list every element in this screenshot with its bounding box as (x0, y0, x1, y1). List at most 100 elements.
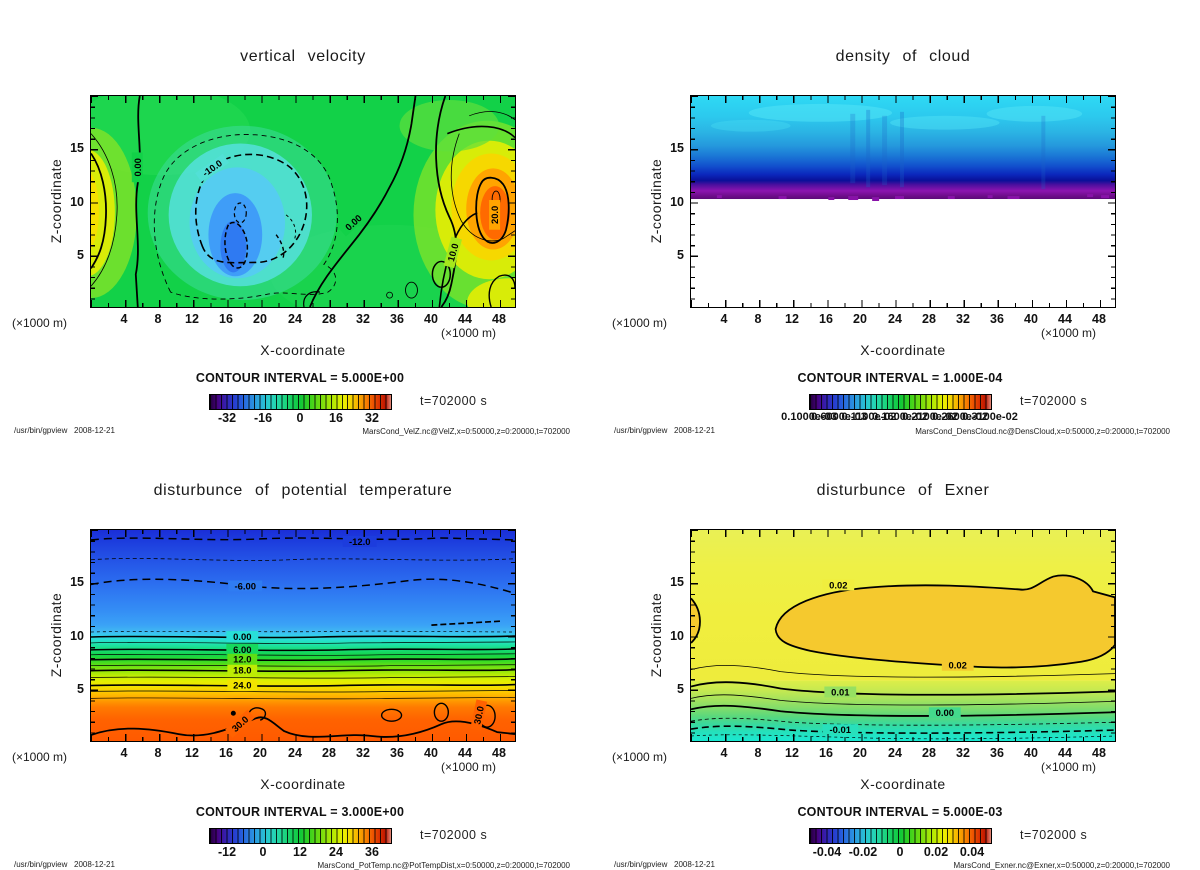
x-tick-label: 28 (322, 746, 336, 760)
svg-text:0.00: 0.00 (936, 707, 954, 718)
x-tick-label: 16 (819, 312, 833, 326)
colorbar-tick-label: 0 (896, 845, 904, 859)
x-tick-label: 24 (888, 746, 902, 760)
time-label: t=702000 s (420, 828, 488, 842)
svg-text:18.0: 18.0 (233, 665, 251, 676)
contour-label: 18.0 (227, 665, 258, 676)
x-tick-label: 12 (185, 312, 199, 326)
panel-title: disturbunce of Exner (816, 482, 990, 499)
y-axis-ticks-right (508, 530, 515, 741)
x-tick-label: 48 (492, 746, 506, 760)
panel-title: vertical velocity (240, 48, 366, 65)
svg-text:-12.0: -12.0 (349, 536, 371, 547)
colorbar-tick-label: 0 (259, 845, 267, 859)
x-tick-label: 16 (219, 746, 233, 760)
colorbar-tick-label: -0.02 (848, 845, 878, 859)
x-tick-label: 36 (390, 312, 404, 326)
colorbar-tick-label: -32 (217, 411, 237, 425)
x-tick-label: 48 (1092, 312, 1106, 326)
x-axis-label: X-coordinate (860, 342, 946, 358)
footer-command: /usr/bin/gpview 2008-12-21 (614, 860, 715, 869)
x-axis-ticks-bottom (91, 734, 515, 741)
x-tick-label: 20 (253, 312, 267, 326)
x-tick-label: 20 (253, 746, 267, 760)
panel-potential-temperature: disturbunce of potential temperature Z-c… (0, 434, 600, 870)
colorbar-tick-label: 0.2100e-02 (902, 411, 958, 423)
svg-text:30.0: 30.0 (471, 705, 486, 725)
x-unit-label-right: (×1000 m) (1041, 326, 1097, 340)
x-tick-label: 40 (424, 312, 438, 326)
x-axis-ticks-top (91, 96, 515, 103)
colorbar (209, 394, 392, 410)
contour-label: 12.0 (227, 654, 258, 665)
x-tick-label: 24 (288, 312, 302, 326)
svg-text:0.02: 0.02 (949, 660, 967, 671)
contour-plot-velz: 0.00 -10.0 0.00 20.0 10.0 (91, 96, 515, 307)
footer-command: /usr/bin/gpview 2008-12-21 (14, 860, 115, 869)
x-tick-label: 24 (288, 746, 302, 760)
x-tick-label: 40 (424, 746, 438, 760)
x-unit-label-right: (×1000 m) (1041, 760, 1097, 774)
x-unit-label-left: (×1000 m) (612, 750, 668, 764)
footer-source: MarsCond_VelZ.nc@VelZ,x=0:50000,z=0:2000… (362, 427, 570, 436)
y-tick-label: 5 (677, 682, 684, 696)
x-axis-ticks-top (691, 96, 1115, 103)
panel-exner: disturbunce of Exner Z-coordinate 15 10 … (600, 434, 1200, 870)
x-tick-label: 36 (390, 746, 404, 760)
y-axis-ticks-right (1108, 96, 1115, 307)
time-label: t=702000 s (1020, 828, 1088, 842)
footer-command: /usr/bin/gpview 2008-12-21 (614, 426, 715, 435)
x-tick-label: 8 (154, 312, 162, 326)
footer-source: MarsCond_Exner.nc@Exner,x=0:50000,z=0:20… (953, 861, 1171, 870)
colorbar-tick-label: 12 (293, 845, 307, 859)
x-tick-label: 36 (990, 312, 1004, 326)
x-axis-ticks-top (691, 530, 1115, 537)
panel-density-of-cloud: density of cloud Z-coordinate 15 10 5 (600, 0, 1200, 436)
svg-text:-6.00: -6.00 (235, 580, 257, 591)
svg-text:6.00: 6.00 (233, 644, 251, 655)
x-unit-label-left: (×1000 m) (12, 316, 68, 330)
time-label: t=702000 s (1020, 394, 1088, 408)
colorbar-tick-label: 16 (329, 411, 343, 425)
colorbar-tick-label: -12 (217, 845, 237, 859)
x-tick-label: 8 (154, 746, 162, 760)
x-tick-label: 28 (922, 312, 936, 326)
colorbar (209, 828, 392, 844)
x-tick-label: 12 (785, 312, 799, 326)
contour-interval-text: CONTOUR INTERVAL = 1.000E-04 (797, 371, 1003, 385)
contour-label: 30.0 (470, 699, 488, 731)
y-tick-label: 15 (70, 141, 84, 155)
y-axis-ticks-right (1108, 530, 1115, 741)
colorbar-tick-label: 0.02 (923, 845, 949, 859)
x-tick-label: 4 (120, 312, 128, 326)
y-axis-ticks-left (91, 96, 98, 307)
y-tick-label: 5 (77, 682, 84, 696)
plot-area-density-of-cloud (690, 95, 1116, 308)
x-tick-label: 44 (1058, 312, 1072, 326)
svg-text:0.00: 0.00 (233, 631, 251, 642)
x-tick-label: 32 (956, 746, 970, 760)
x-tick-label: 4 (720, 746, 728, 760)
x-axis-label: X-coordinate (260, 342, 346, 358)
x-tick-label: 32 (356, 746, 370, 760)
colorbar-tick-label: 36 (365, 845, 379, 859)
x-unit-label-right: (×1000 m) (441, 326, 497, 340)
colorbar (809, 394, 992, 410)
y-axis-ticks-right (508, 96, 515, 307)
contour-label: 6.00 (226, 644, 259, 655)
contour-label: 24.0 (227, 680, 258, 690)
x-tick-label: 28 (322, 312, 336, 326)
colorbar (809, 828, 992, 844)
x-tick-label: 16 (819, 746, 833, 760)
x-tick-label: 8 (754, 312, 762, 326)
y-tick-label: 15 (670, 575, 684, 589)
plot-area-exner: 0.02 0.02 0.01 0.00 -0.01 (690, 529, 1116, 742)
x-tick-label: 24 (888, 312, 902, 326)
colorbar-tick-label: 32 (365, 411, 379, 425)
y-tick-label: 10 (70, 195, 84, 209)
y-tick-label: 10 (70, 629, 84, 643)
x-axis-label: X-coordinate (260, 776, 346, 792)
x-tick-label: 44 (458, 746, 472, 760)
x-tick-label: 8 (754, 746, 762, 760)
